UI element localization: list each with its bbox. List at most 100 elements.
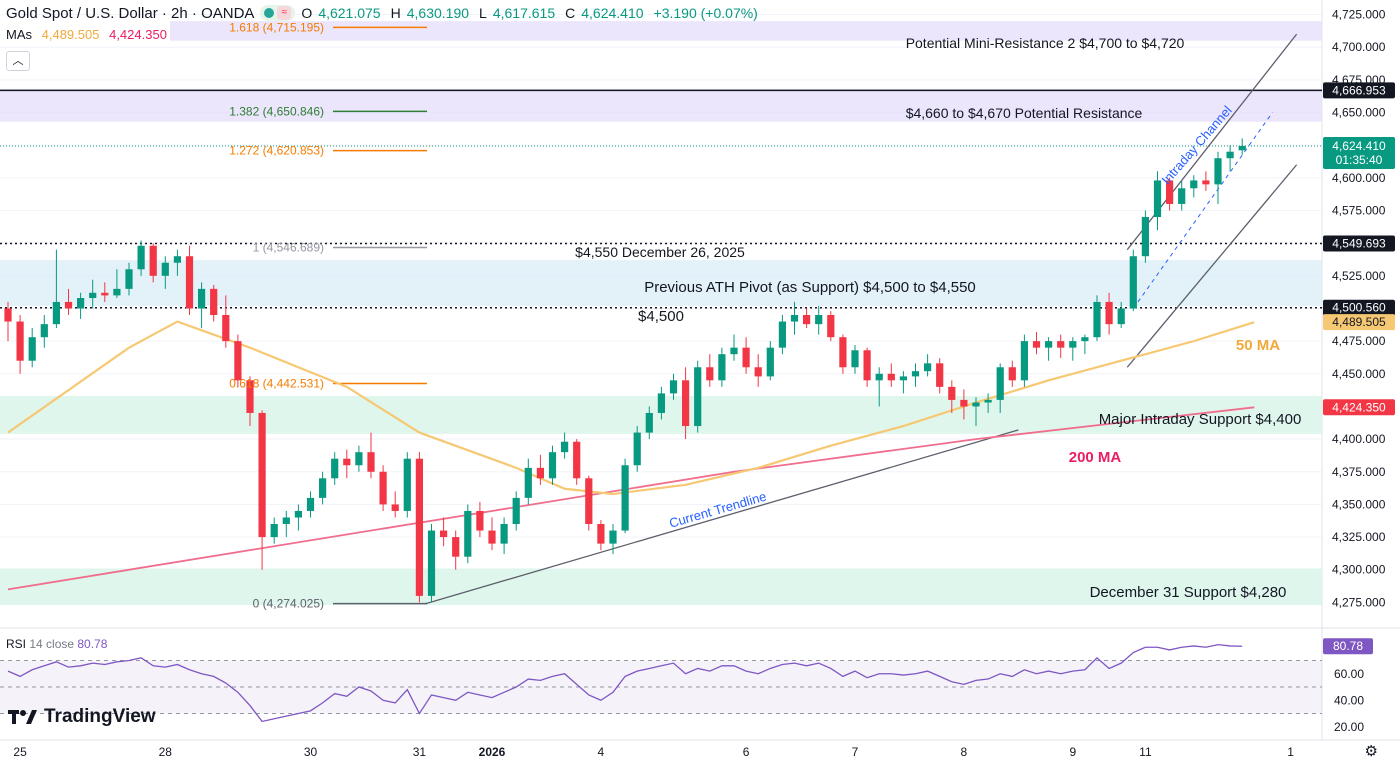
price-tick-label: 4,450.000: [1332, 367, 1386, 381]
price-tick-label: 4,525.000: [1332, 269, 1386, 283]
candle: [936, 358, 944, 394]
fib-1618-label: 1.618 (4,715.195): [229, 20, 324, 34]
mini-resistance-zone: [170, 21, 1322, 41]
candle: [996, 363, 1004, 413]
ath-pivot-zone: [0, 260, 1322, 306]
candle: [536, 454, 544, 485]
channel-upper-line: [1126, 33, 1298, 251]
candle-body: [1214, 158, 1222, 185]
candle-body: [343, 458, 351, 466]
candle-body: [161, 262, 169, 276]
rsi-period: 14 close: [29, 637, 77, 651]
candle-body: [1093, 301, 1101, 338]
candle-body: [1081, 337, 1089, 342]
market-open-icon: [264, 8, 275, 18]
price-tick-label: 4,725.000: [1332, 8, 1386, 22]
candle-body: [149, 245, 157, 276]
candle: [391, 491, 399, 518]
candle-body: [1008, 367, 1016, 381]
candle: [464, 504, 472, 564]
candle-body: [319, 478, 327, 498]
candle: [911, 363, 920, 387]
time-tick-label: 4: [598, 745, 605, 759]
low-label: L: [479, 5, 487, 21]
candle-body: [391, 504, 399, 511]
candle: [403, 452, 411, 518]
candle-body: [936, 363, 944, 387]
candle-body: [851, 350, 859, 368]
candle-body: [984, 399, 992, 403]
candle-body: [803, 315, 811, 325]
candle-body: [621, 465, 629, 531]
candle: [790, 301, 799, 335]
price-tick-label: 4,300.000: [1332, 563, 1386, 577]
candle-body: [597, 524, 605, 544]
candle: [585, 475, 593, 531]
candle: [778, 315, 786, 355]
price-tick-label: 4,575.000: [1332, 203, 1386, 217]
candle-body: [778, 321, 786, 348]
candle: [645, 406, 653, 440]
fib-1272-label: 1.272 (4,620.853): [229, 144, 324, 158]
resistance-label: $4,660 to $4,670 Potential Resistance: [906, 105, 1143, 121]
candle: [1020, 334, 1028, 387]
candle: [1166, 177, 1174, 211]
candle-body: [1166, 180, 1174, 204]
price-tick-label: 4,275.000: [1332, 595, 1386, 609]
candle-body: [427, 530, 436, 596]
market-status-badge[interactable]: ≈: [260, 5, 296, 21]
time-tick-label: 25: [13, 745, 27, 759]
time-tick-label: 11: [1139, 745, 1152, 759]
candle: [234, 334, 242, 387]
candle-body: [64, 301, 73, 309]
ma200-line: [7, 406, 1255, 591]
candle: [270, 517, 278, 544]
rsi-band: [0, 660, 1322, 714]
candle: [984, 393, 992, 413]
candle: [682, 367, 690, 440]
symbol-title[interactable]: Gold Spot / U.S. Dollar · 2h · OANDA: [6, 4, 255, 22]
candle: [863, 347, 871, 387]
trendline-label: Current Trendline: [667, 489, 768, 531]
candle: [887, 363, 895, 387]
rsi-value-tag: 80.78: [1333, 639, 1363, 653]
candle-body: [355, 452, 363, 466]
candle: [198, 282, 206, 329]
candle-body: [282, 517, 290, 525]
candle: [427, 524, 436, 603]
candle: [500, 517, 508, 555]
fib-1-label: 1 (4,546.689): [253, 240, 324, 254]
candle-body: [1141, 217, 1149, 257]
candle: [609, 524, 617, 555]
candle: [16, 315, 24, 374]
candle: [28, 328, 36, 368]
last-price-tag-bg: [1323, 136, 1395, 169]
price-tick-label: 4,650.000: [1332, 106, 1386, 120]
dec26-price-tag-bg: [1323, 235, 1395, 252]
fib-0-label: 0 (4,274.025): [253, 597, 324, 611]
candle: [367, 432, 375, 479]
candle: [815, 305, 823, 335]
candle: [185, 245, 194, 315]
candle: [597, 520, 605, 551]
ma50-price-tag-bg: [1323, 314, 1395, 331]
time-axis: 25 28 30 31 2026 4 6 7 8 9 11 1: [0, 739, 1400, 759]
candle: [803, 308, 811, 329]
collapse-legend-button[interactable]: ︿: [6, 51, 30, 71]
candle: [1178, 180, 1186, 211]
candle: [948, 380, 956, 413]
candle: [343, 449, 351, 479]
candle-body: [464, 510, 472, 557]
moving-averages: [7, 320, 1255, 591]
price-tick-label: 4,400.000: [1332, 432, 1386, 446]
candle-body: [113, 288, 121, 296]
time-tick-label: 30: [304, 745, 318, 759]
candle-body: [1238, 145, 1246, 151]
candle: [306, 491, 315, 518]
candle-body: [694, 367, 702, 427]
candle-body: [500, 524, 508, 544]
ma-legend[interactable]: MAs 4,489.505 4,424.350: [6, 27, 167, 42]
candle: [1214, 151, 1222, 204]
gear-icon[interactable]: ⚙: [1364, 743, 1378, 760]
